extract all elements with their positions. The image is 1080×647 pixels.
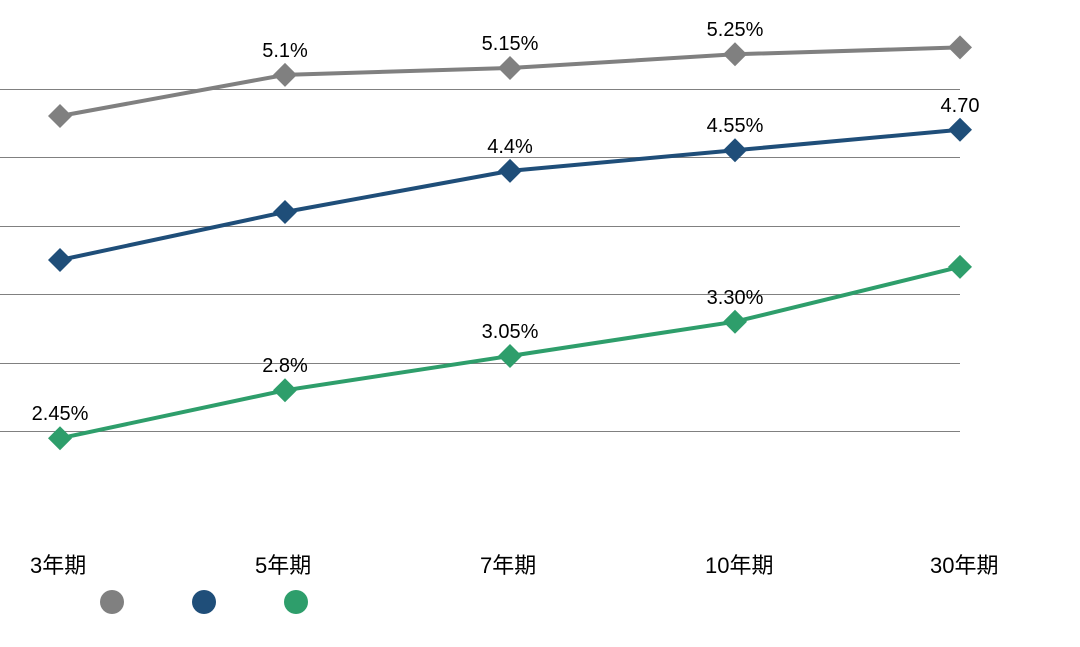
series-grey-value-label: 5.15% (482, 33, 539, 56)
series-blue-marker (273, 200, 297, 224)
series-blue-value-label: 4.55% (707, 115, 764, 138)
series-grey-value-label: 5.25% (707, 19, 764, 42)
series-blue-value-label: 4.4% (487, 136, 533, 159)
legend-marker (192, 590, 216, 614)
legend-item (192, 590, 224, 614)
series-blue-marker (948, 118, 972, 142)
series-grey-marker (498, 56, 522, 80)
series-blue-marker (498, 159, 522, 183)
x-axis-label: 7年期 (480, 548, 536, 580)
series-grey-marker (48, 104, 72, 128)
series-green-marker (498, 344, 522, 368)
series-green-marker (273, 378, 297, 402)
x-axis-label: 3年期 (30, 548, 86, 580)
x-axis-label: 5年期 (255, 548, 311, 580)
series-green-marker (48, 426, 72, 450)
series-green-value-label: 3.05% (482, 321, 539, 344)
legend-marker (100, 590, 124, 614)
series-grey-value-label: 5.1% (262, 40, 308, 63)
series-grey-marker (948, 35, 972, 59)
legend-marker (284, 590, 308, 614)
series-blue-marker (48, 248, 72, 272)
series-green-value-label: 2.45% (32, 403, 89, 426)
x-axis-label: 10年期 (705, 548, 773, 580)
series-green-value-label: 2.8% (262, 355, 308, 378)
series-grey-marker (273, 63, 297, 87)
series-grey-marker (723, 42, 747, 66)
legend-item (100, 590, 132, 614)
series-blue-value-label: 4.70 (941, 95, 980, 118)
series-green-marker (948, 255, 972, 279)
plot-svg (0, 0, 1080, 647)
series-green-marker (723, 310, 747, 334)
series-green-value-label: 3.30% (707, 287, 764, 310)
series-blue-marker (723, 138, 747, 162)
legend-item (284, 590, 316, 614)
yield-curve-chart: 5.1% 5.15% 5.25% 4.4% 4.55% 4.70 2.45% 2.8% 3.05… (0, 0, 1080, 647)
legend (100, 590, 316, 614)
x-axis-label: 30年期 (930, 548, 998, 580)
